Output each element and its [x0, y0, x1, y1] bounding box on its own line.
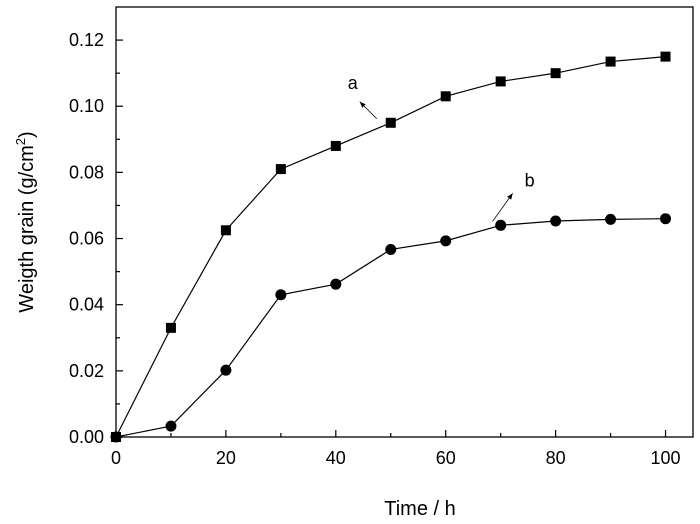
series-b-point: [220, 364, 232, 376]
series-b-point: [440, 235, 452, 247]
series-a-point: [660, 51, 671, 62]
series-a-point: [495, 76, 506, 87]
y-axis-ticks: 0.00 0.02 0.04 0.06 0.08 0.10 0.12: [69, 30, 123, 447]
series-layer: [110, 51, 672, 443]
series-a-point: [330, 140, 341, 151]
y-axis-title: Weigth grain (g/cm2): [13, 131, 38, 312]
series-a-point: [165, 322, 176, 333]
y-tick-label: 0.02: [69, 361, 104, 381]
y-axis-title-tail: ): [16, 131, 38, 138]
series-b-point: [495, 219, 507, 231]
x-axis-ticks: 0 20 40 60 80 100: [111, 430, 681, 468]
x-tick-label: 40: [326, 448, 346, 468]
y-tick-label: 0.06: [69, 229, 104, 249]
series-a-point: [550, 68, 561, 79]
y-tick-label: 0.10: [69, 96, 104, 116]
series-a-point: [440, 91, 451, 102]
annotation-a-arrowhead: [359, 101, 366, 108]
series-b-point: [165, 420, 177, 432]
series-b-point: [660, 213, 672, 225]
x-tick-label: 60: [436, 448, 456, 468]
x-tick-label: 20: [216, 448, 236, 468]
series-b-point: [385, 243, 397, 255]
y-tick-label: 0.04: [69, 295, 104, 315]
series-b-point: [110, 431, 122, 443]
x-tick-label: 0: [111, 448, 121, 468]
y-axis-title-superscript: 2: [13, 138, 28, 145]
x-tick-label: 100: [651, 448, 681, 468]
y-tick-label: 0.08: [69, 162, 104, 182]
x-axis-title: Time / h: [384, 498, 456, 520]
series-a-point: [605, 56, 616, 67]
y-tick-label: 0.12: [69, 30, 104, 50]
annotation-b-label: b: [525, 170, 535, 190]
x-tick-label: 80: [546, 448, 566, 468]
series-b-point: [330, 278, 342, 290]
annotations: ab: [348, 73, 535, 222]
plot-frame: [115, 6, 694, 438]
series-a-point: [275, 164, 286, 175]
series-b-point: [275, 289, 287, 301]
annotation-b-arrowhead: [507, 193, 513, 200]
series-b-point: [605, 213, 617, 225]
series-a-point: [220, 225, 231, 236]
annotation-a-label: a: [348, 73, 359, 93]
series-b-point: [550, 215, 562, 227]
y-axis-title-main: Weigth grain (g/cm: [16, 145, 38, 312]
series-a-point: [385, 117, 396, 128]
y-tick-label: 0.00: [69, 427, 104, 447]
